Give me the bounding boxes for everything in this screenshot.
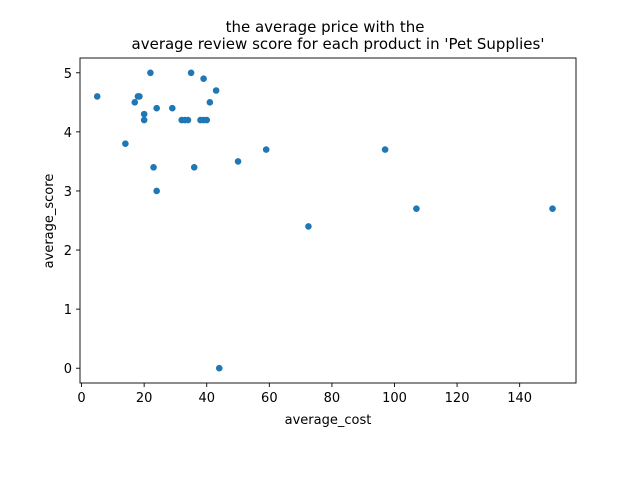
data-point	[136, 93, 143, 100]
chart-title-line-2: average review score for each product in…	[132, 35, 545, 53]
data-point	[206, 99, 214, 106]
data-point	[169, 104, 176, 112]
data-point	[234, 158, 242, 165]
data-point	[153, 187, 160, 195]
data-point	[190, 164, 198, 171]
x-tick-label: 60	[261, 391, 278, 406]
x-axis-label: average_cost	[285, 413, 372, 428]
x-tick-label: 40	[198, 391, 215, 406]
x-tick-label: 0	[77, 391, 85, 406]
data-point	[200, 75, 207, 82]
x-tick-label: 120	[445, 391, 470, 406]
data-point	[184, 116, 192, 124]
y-tick-label: 5	[64, 67, 72, 82]
data-point	[413, 205, 420, 212]
data-point	[215, 364, 223, 372]
data-point	[212, 87, 220, 94]
data-point	[140, 110, 148, 118]
y-tick-label: 3	[64, 185, 72, 200]
data-point	[381, 146, 389, 153]
axes-frame	[79, 57, 577, 384]
data-point	[203, 116, 211, 124]
x-tick-label: 140	[507, 391, 532, 406]
data-point	[131, 99, 139, 106]
data-point	[153, 104, 160, 112]
data-point	[262, 146, 270, 153]
y-tick-label: 0	[64, 362, 72, 377]
y-tick-label: 2	[64, 244, 72, 259]
x-tick-label: 80	[324, 391, 341, 406]
y-tick-label: 4	[64, 126, 72, 141]
data-point	[187, 69, 195, 77]
data-point	[549, 205, 556, 212]
x-tick-label: 100	[382, 391, 407, 406]
data-point	[140, 116, 148, 124]
data-point	[305, 223, 312, 230]
data-point	[147, 69, 154, 77]
plot-area: 0 20 40 60 80 100 120 140 0 1 2 3 4 5	[64, 57, 577, 406]
x-tick-label: 20	[136, 391, 153, 406]
data-point	[150, 164, 157, 171]
y-axis-label: average_score	[42, 174, 57, 269]
chart-title-line-1: the average price with the	[226, 18, 425, 36]
y-tick-label: 1	[64, 303, 72, 318]
data-point	[122, 140, 129, 147]
data-point	[93, 93, 101, 100]
